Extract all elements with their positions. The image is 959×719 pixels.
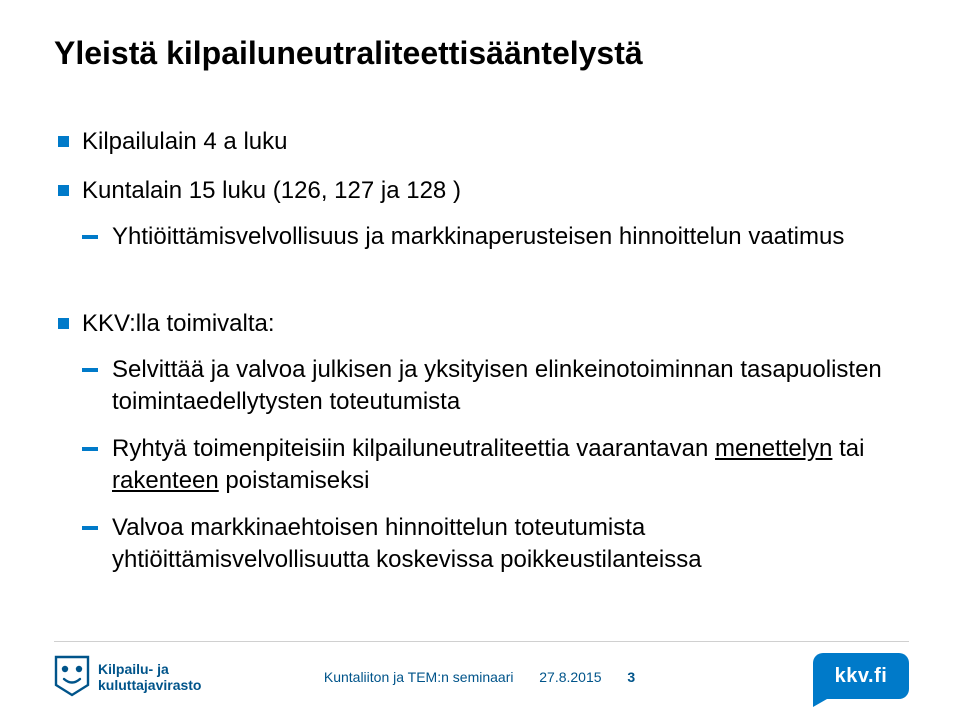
slide-title: Yleistä kilpailuneutraliteettisääntelyst…: [54, 34, 909, 72]
footer: Kilpailu- ja kuluttajavirasto Kuntaliito…: [0, 641, 959, 719]
list-item: Kilpailulain 4 a luku: [54, 126, 909, 158]
badge-tail-icon: [813, 699, 827, 707]
bullet-list: Kilpailulain 4 a luku Kuntalain 15 luku …: [54, 126, 909, 576]
list-item: Kuntalain 15 luku (126, 127 ja 128 ) Yht…: [54, 175, 909, 292]
sub-list: Yhtiöittämisvelvollisuus ja markkinaperu…: [82, 221, 909, 253]
list-item: Valvoa markkinaehtoisen hinnoittelun tot…: [82, 512, 909, 577]
spacer: [82, 268, 909, 292]
bullet-text: Yhtiöittämisvelvollisuus ja markkinaperu…: [112, 223, 844, 250]
slide: Yleistä kilpailuneutraliteettisääntelyst…: [0, 0, 959, 719]
sub-list: Selvittää ja valvoa julkisen ja yksityis…: [82, 354, 909, 576]
bullet-text: Valvoa markkinaehtoisen hinnoittelun tot…: [112, 514, 702, 573]
brand-badge-text: kkv.fi: [835, 665, 888, 688]
bullet-text: Ryhtyä toimenpiteisiin kilpailuneutralit…: [112, 435, 864, 494]
list-item: Selvittää ja valvoa julkisen ja yksityis…: [82, 354, 909, 419]
list-item: KKV:lla toimivalta: Selvittää ja valvoa …: [54, 308, 909, 577]
bullet-text: KKV:lla toimivalta:: [82, 310, 275, 337]
bullet-text: Kuntalain 15 luku (126, 127 ja 128 ): [82, 177, 461, 204]
footer-divider: [54, 641, 909, 642]
list-item: Ryhtyä toimenpiteisiin kilpailuneutralit…: [82, 433, 909, 498]
bullet-text: Selvittää ja valvoa julkisen ja yksityis…: [112, 356, 882, 415]
bullet-text: Kilpailulain 4 a luku: [82, 128, 287, 155]
brand-badge: kkv.fi: [813, 653, 909, 699]
footer-caption: Kuntaliiton ja TEM:n seminaari: [324, 669, 514, 685]
page-number: 3: [627, 669, 635, 685]
footer-date: 27.8.2015: [539, 669, 601, 685]
list-item: Yhtiöittämisvelvollisuus ja markkinaperu…: [82, 221, 909, 253]
